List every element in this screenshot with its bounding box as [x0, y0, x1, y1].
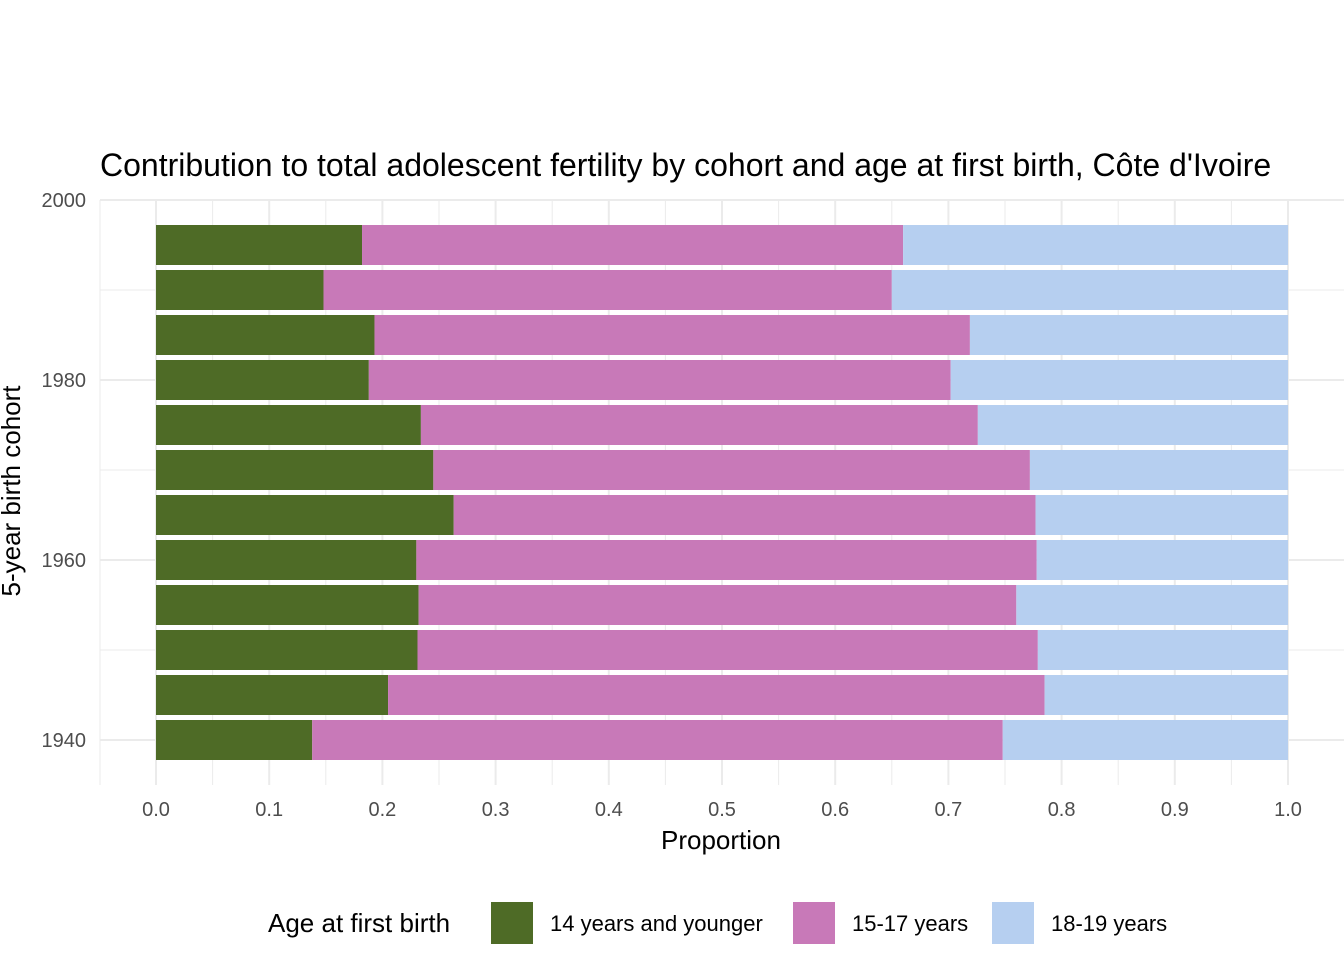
bar-1945-series-0 — [156, 675, 389, 715]
bar-1945-series-2 — [1044, 675, 1288, 715]
bar-1970-series-1 — [433, 450, 1030, 490]
bar-1975-series-0 — [156, 405, 421, 445]
bar-1985-series-1 — [374, 315, 970, 355]
bar-1960-series-0 — [156, 540, 417, 580]
x-tick-label: 0.9 — [1161, 799, 1189, 821]
legend: Age at first birth 14 years and younger … — [268, 902, 1167, 944]
bar-1980-series-1 — [368, 360, 951, 400]
x-tick-label: 0.2 — [368, 799, 396, 821]
x-tick-label: 0.8 — [1048, 799, 1076, 821]
bars — [156, 225, 1288, 760]
legend-swatch-18-19 — [992, 902, 1034, 944]
chart-title: Contribution to total adolescent fertili… — [100, 147, 1271, 183]
bar-1985-series-2 — [969, 315, 1288, 355]
legend-label-14-and-younger: 14 years and younger — [550, 911, 763, 936]
bar-1940-series-2 — [1002, 720, 1288, 760]
bar-1955-series-0 — [156, 585, 419, 625]
bar-1990-series-2 — [891, 270, 1288, 310]
bar-1940-series-0 — [156, 720, 313, 760]
bar-1945-series-1 — [388, 675, 1045, 715]
legend-title: Age at first birth — [268, 908, 450, 938]
bar-1965-series-2 — [1035, 495, 1288, 535]
y-tick-label: 2000 — [42, 190, 87, 212]
x-tick-label: 0.6 — [821, 799, 849, 821]
legend-swatch-15-17 — [793, 902, 835, 944]
bar-1950-series-1 — [417, 630, 1038, 670]
bar-1990-series-1 — [323, 270, 892, 310]
bar-1950-series-2 — [1037, 630, 1288, 670]
bar-1995-series-2 — [903, 225, 1288, 265]
bar-1940-series-1 — [312, 720, 1003, 760]
legend-swatch-14-and-younger — [491, 902, 533, 944]
bar-1970-series-2 — [1029, 450, 1288, 490]
bar-1970-series-0 — [156, 450, 434, 490]
y-axis-title: 5-year birth cohort — [0, 385, 26, 597]
y-tick-label: 1940 — [42, 730, 87, 752]
legend-label-18-19: 18-19 years — [1051, 911, 1167, 936]
bar-1965-series-0 — [156, 495, 454, 535]
x-tick-label: 0.3 — [482, 799, 510, 821]
x-tick-label: 0.0 — [142, 799, 170, 821]
bar-1980-series-0 — [156, 360, 369, 400]
bar-1955-series-1 — [418, 585, 1017, 625]
bar-1975-series-1 — [420, 405, 978, 445]
x-axis-title: Proportion — [661, 825, 781, 855]
tick-labels: 0.0 0.1 0.2 0.3 0.4 0.5 0.6 0.7 0.8 0.9 1.0 1940 196… — [42, 190, 1302, 821]
bar-1960-series-2 — [1036, 540, 1288, 580]
bar-1995-series-0 — [156, 225, 363, 265]
bar-1955-series-2 — [1016, 585, 1288, 625]
bar-1950-series-0 — [156, 630, 418, 670]
bar-1965-series-1 — [453, 495, 1036, 535]
x-tick-label: 0.1 — [255, 799, 283, 821]
x-tick-label: 0.7 — [934, 799, 962, 821]
x-tick-label: 1.0 — [1274, 799, 1302, 821]
bar-1985-series-0 — [156, 315, 375, 355]
legend-label-15-17: 15-17 years — [852, 911, 968, 936]
x-tick-label: 0.5 — [708, 799, 736, 821]
bar-1975-series-2 — [977, 405, 1288, 445]
bar-1995-series-1 — [362, 225, 904, 265]
x-tick-label: 0.4 — [595, 799, 623, 821]
bar-1960-series-1 — [416, 540, 1037, 580]
y-tick-label: 1960 — [42, 550, 87, 572]
bar-1990-series-0 — [156, 270, 324, 310]
y-tick-label: 1980 — [42, 370, 87, 392]
bar-1980-series-2 — [950, 360, 1288, 400]
